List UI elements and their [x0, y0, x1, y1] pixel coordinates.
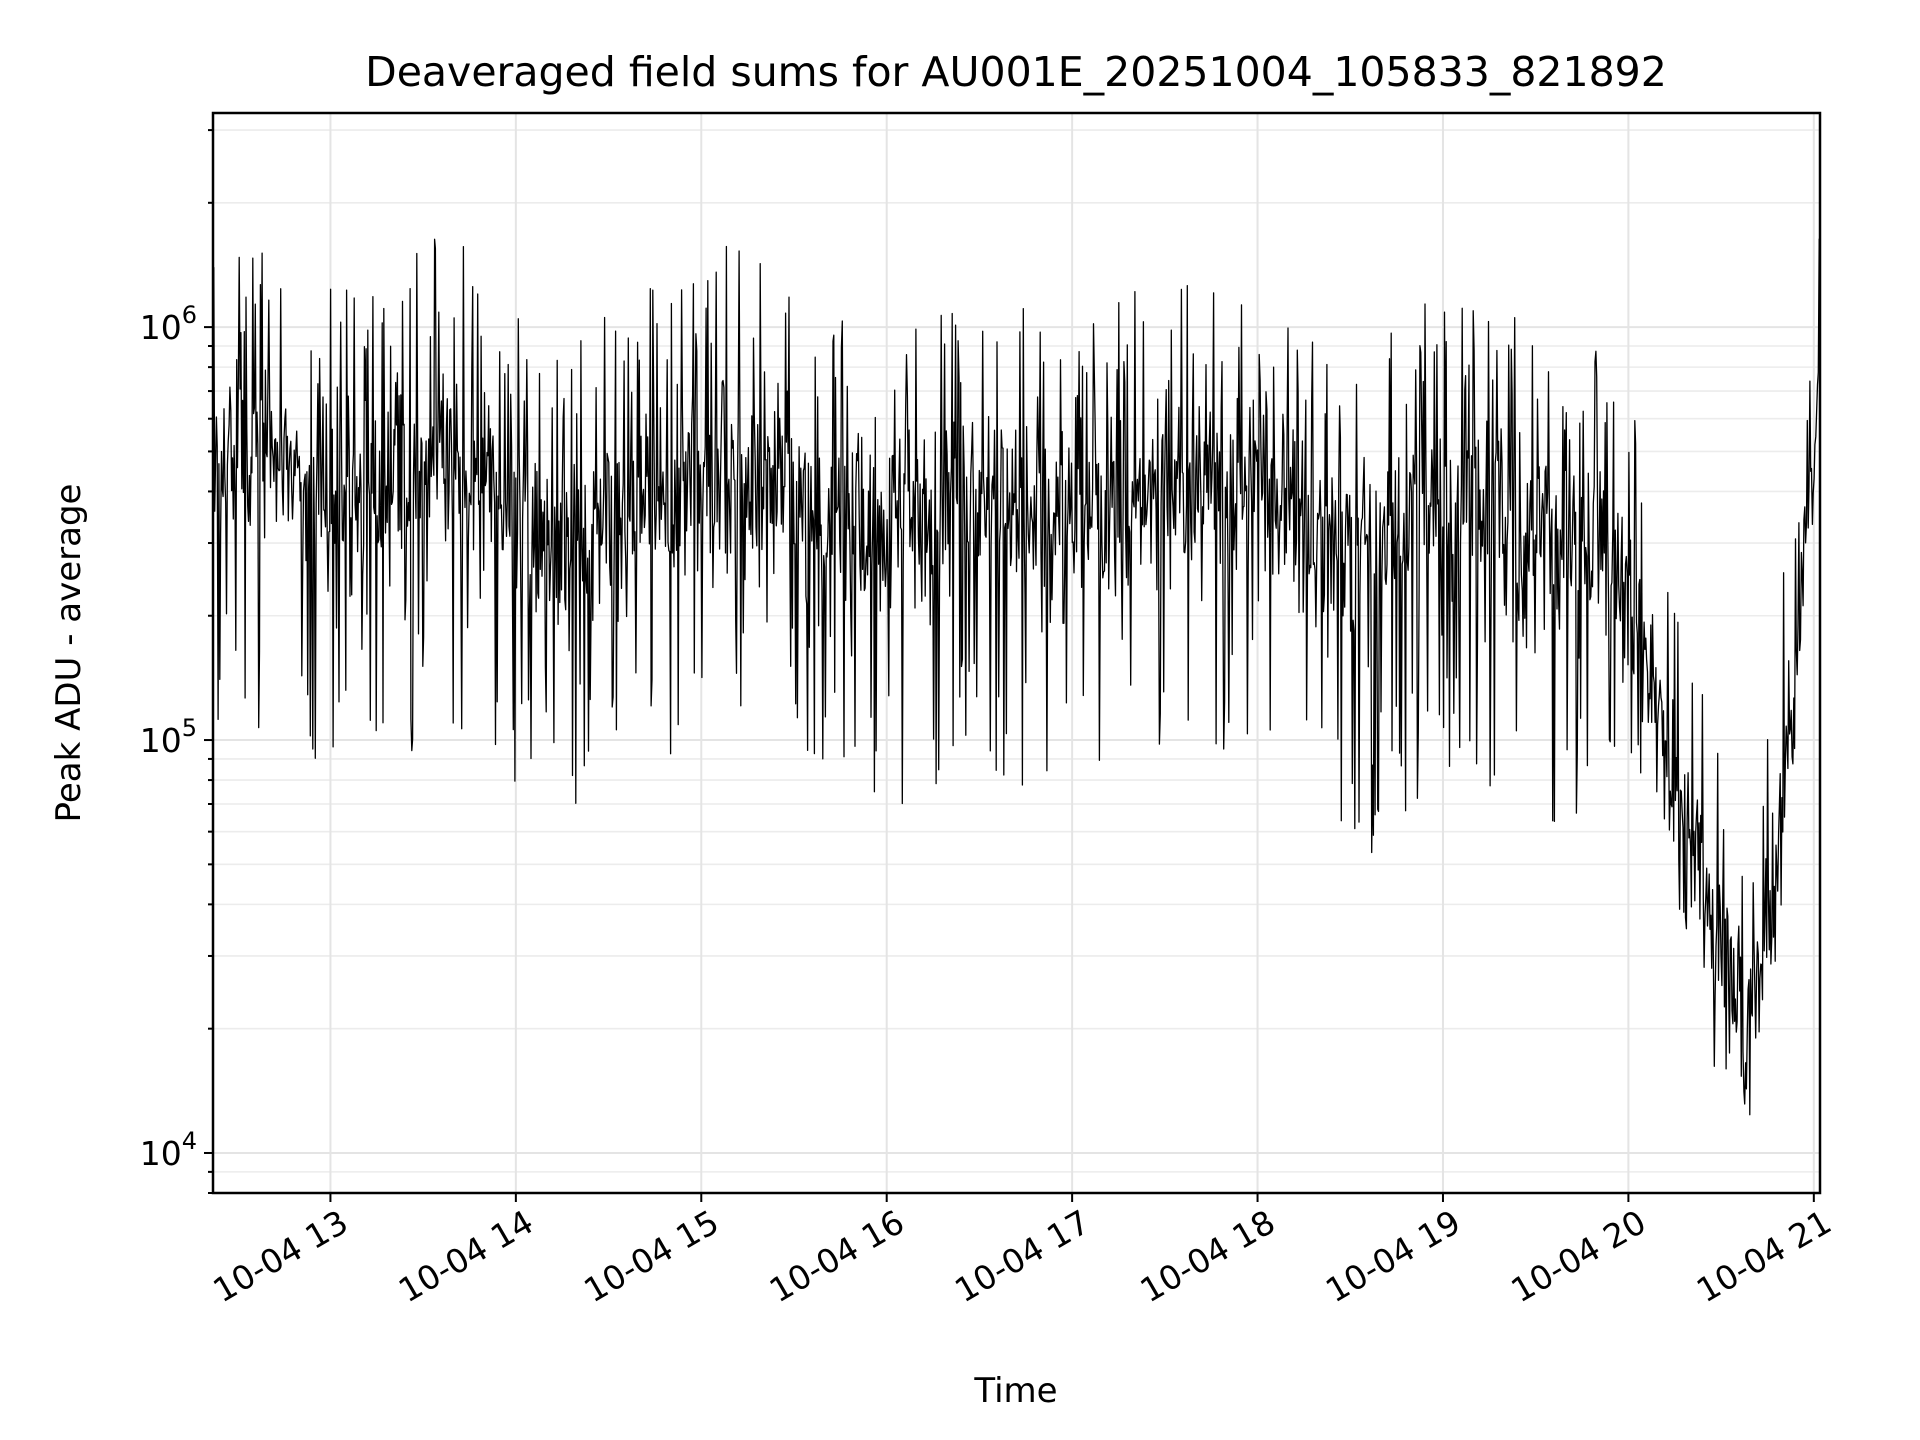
- chart-title: Deaveraged field sums for AU001E_2025100…: [365, 48, 1667, 96]
- x-tick-label: 10-04 19: [1319, 1202, 1467, 1310]
- x-tick-label: 10-04 16: [763, 1202, 911, 1310]
- plot-frame: [211, 111, 1822, 1195]
- x-tick-label: 10-04 15: [577, 1202, 725, 1310]
- y-tick-label: 104: [140, 1127, 197, 1173]
- x-tick-label: 10-04 21: [1690, 1202, 1838, 1310]
- x-tick-label: 10-04 20: [1504, 1202, 1652, 1310]
- x-axis-label: Time: [973, 1371, 1057, 1411]
- x-tick-label: 10-04 14: [392, 1202, 540, 1310]
- series-group: [212, 238, 1821, 1116]
- x-tick-label: 10-04 18: [1134, 1202, 1282, 1310]
- y-axis-label: Peak ADU - average: [49, 484, 89, 823]
- series-line: [212, 238, 1821, 1116]
- y-tick-label: 105: [140, 714, 197, 760]
- tick-group: [204, 129, 1815, 1202]
- x-tick-label: 10-04 13: [206, 1202, 354, 1310]
- x-tick-label: 10-04 17: [948, 1202, 1096, 1310]
- y-tick-label: 106: [140, 301, 197, 347]
